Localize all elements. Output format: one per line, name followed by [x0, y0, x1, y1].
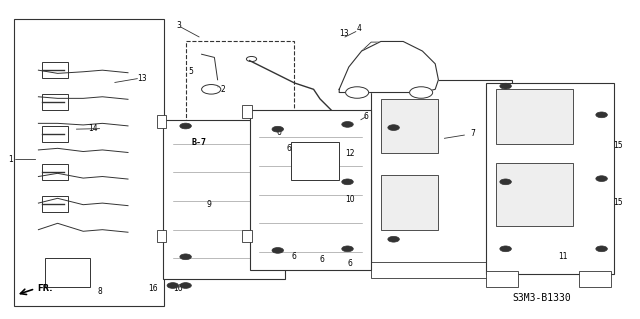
Text: 14: 14	[88, 124, 98, 133]
Bar	[496, 89, 573, 144]
Text: FR.: FR.	[37, 284, 52, 293]
Bar	[371, 80, 512, 265]
Text: 12: 12	[346, 149, 355, 158]
Text: 16: 16	[148, 284, 158, 293]
Bar	[371, 262, 512, 278]
Circle shape	[180, 123, 191, 129]
Bar	[280, 115, 290, 128]
Text: 4: 4	[357, 24, 362, 33]
Bar	[381, 99, 438, 153]
Text: 11: 11	[558, 252, 568, 261]
Circle shape	[388, 125, 399, 130]
Text: 6: 6	[320, 256, 325, 264]
Circle shape	[500, 246, 511, 252]
Text: 7: 7	[470, 130, 476, 138]
Text: 15: 15	[613, 198, 623, 207]
Circle shape	[596, 246, 607, 252]
Circle shape	[346, 87, 369, 98]
Circle shape	[596, 176, 607, 182]
Bar	[242, 105, 252, 118]
Circle shape	[342, 246, 353, 252]
Circle shape	[596, 112, 607, 118]
Text: 6: 6	[291, 252, 296, 261]
Bar	[42, 196, 68, 212]
Bar	[486, 271, 518, 287]
Bar	[163, 120, 285, 279]
Bar	[250, 110, 371, 270]
Circle shape	[500, 83, 511, 89]
Circle shape	[272, 248, 284, 253]
Circle shape	[388, 236, 399, 242]
Circle shape	[342, 122, 353, 127]
Circle shape	[167, 283, 179, 288]
Text: 2: 2	[221, 85, 225, 94]
Bar	[42, 164, 68, 180]
Text: 6: 6	[364, 112, 369, 121]
Bar	[381, 175, 438, 230]
Bar	[579, 271, 611, 287]
Bar	[242, 230, 252, 242]
Bar	[280, 230, 290, 242]
Text: 16: 16	[173, 284, 182, 293]
Text: 5: 5	[189, 67, 194, 76]
Bar	[42, 126, 68, 142]
Text: 6: 6	[286, 144, 291, 153]
Text: 6: 6	[276, 128, 282, 137]
Circle shape	[500, 179, 511, 185]
Bar	[496, 163, 573, 226]
Text: S3M3-B1330: S3M3-B1330	[512, 293, 571, 303]
Bar	[45, 258, 90, 287]
Text: B-7: B-7	[192, 138, 207, 147]
Circle shape	[180, 254, 191, 260]
Bar	[157, 230, 166, 242]
Text: 13: 13	[138, 74, 147, 83]
Text: 15: 15	[613, 141, 623, 150]
Circle shape	[410, 87, 433, 98]
Circle shape	[342, 179, 353, 185]
Text: 10: 10	[346, 195, 355, 204]
Polygon shape	[339, 41, 438, 93]
Circle shape	[180, 283, 191, 288]
Text: 3: 3	[176, 21, 181, 30]
Bar	[486, 83, 614, 274]
Text: 13: 13	[339, 29, 349, 38]
Bar	[157, 115, 166, 128]
Bar	[42, 94, 68, 110]
Text: 6: 6	[348, 259, 353, 268]
Text: 1: 1	[8, 155, 13, 164]
Text: 9: 9	[206, 200, 211, 209]
Circle shape	[272, 126, 284, 132]
Bar	[291, 142, 339, 180]
Text: 8: 8	[97, 287, 102, 296]
Bar	[42, 62, 68, 78]
